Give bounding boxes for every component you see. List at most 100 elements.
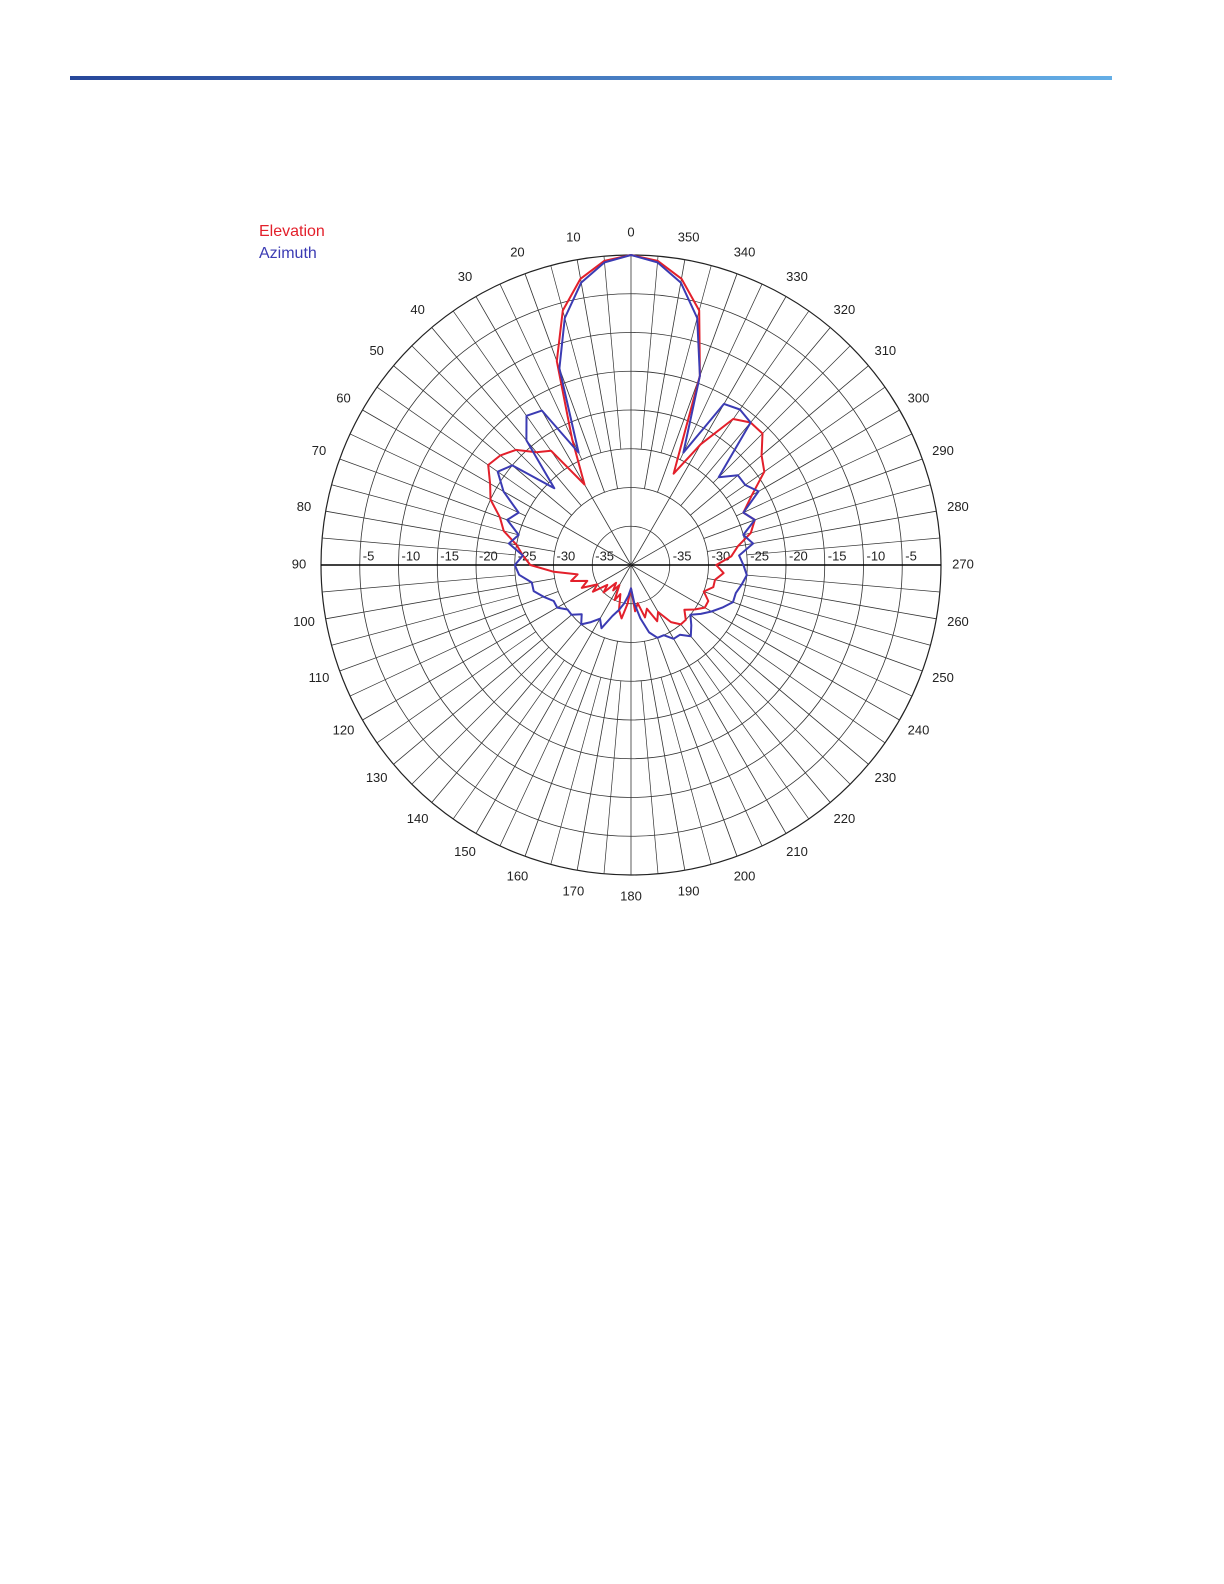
- grid-spoke-minor: [452, 310, 565, 470]
- angle-label: 340: [734, 244, 756, 259]
- legend-entry: Elevation: [259, 223, 325, 240]
- grid-spoke-minor: [603, 680, 622, 874]
- grid-spoke: [475, 296, 632, 566]
- grid-spoke-minor: [743, 594, 931, 646]
- grid-spoke-minor: [726, 631, 886, 744]
- radial-label: -15: [828, 548, 847, 563]
- grid-spoke: [325, 578, 555, 620]
- grid-spoke-minor: [679, 283, 763, 460]
- grid-spoke-minor: [712, 646, 851, 785]
- grid-spoke-minor: [743, 484, 931, 536]
- grid-spoke: [524, 273, 605, 493]
- grid-spoke: [703, 458, 923, 539]
- angle-label: 270: [952, 556, 974, 571]
- angle-label: 180: [620, 888, 642, 903]
- angle-label: 20: [510, 244, 524, 259]
- angle-label: 260: [947, 614, 969, 629]
- grid-spoke-minor: [376, 631, 536, 744]
- grid-spoke-minor: [603, 256, 622, 450]
- grid-spoke-minor: [697, 310, 810, 470]
- angle-label: 130: [366, 770, 388, 785]
- grid-spoke-minor: [697, 660, 810, 820]
- grid-spoke: [524, 637, 605, 857]
- angle-label: 290: [932, 443, 954, 458]
- angle-label: 100: [293, 614, 315, 629]
- grid-spoke-minor: [640, 256, 659, 450]
- grid-spoke: [657, 637, 738, 857]
- angle-label: 190: [678, 883, 700, 898]
- grid-spoke-minor: [550, 677, 602, 865]
- grid-spoke: [707, 578, 937, 620]
- radial-label: -5: [363, 548, 375, 563]
- grid-spoke: [339, 458, 559, 539]
- grid-spoke-minor: [322, 537, 516, 556]
- grid-spoke-minor: [349, 613, 526, 697]
- grid-spoke-minor: [679, 670, 763, 847]
- angle-label: 250: [932, 670, 954, 685]
- radial-label: -10: [402, 548, 421, 563]
- angle-label: 120: [333, 722, 355, 737]
- grid-spoke-minor: [746, 537, 940, 556]
- grid-spoke-minor: [550, 265, 602, 453]
- grid-spoke: [703, 591, 923, 672]
- grid-spoke-minor: [411, 345, 550, 484]
- radial-label: -25: [518, 548, 537, 563]
- grid-spoke: [630, 409, 900, 566]
- angle-label: 110: [309, 670, 330, 685]
- angle-label: 300: [908, 390, 930, 405]
- angle-label: 240: [908, 722, 930, 737]
- radial-label: -15: [440, 548, 459, 563]
- legend-entry: Azimuth: [259, 245, 317, 262]
- grid-spoke: [431, 327, 582, 506]
- grid-spoke: [576, 259, 618, 489]
- grid-spoke: [707, 510, 937, 552]
- angle-label: 210: [786, 844, 808, 859]
- angle-label: 310: [874, 343, 896, 358]
- header-rule: [70, 76, 1112, 80]
- grid-spoke-minor: [331, 594, 519, 646]
- grid-spoke-minor: [712, 345, 851, 484]
- grid-spoke: [680, 327, 831, 506]
- grid-spoke-minor: [746, 574, 940, 593]
- grid-spoke-minor: [322, 574, 516, 593]
- grid-spoke: [630, 564, 787, 834]
- grid-spoke: [362, 409, 632, 566]
- pattern-line: [496, 254, 760, 640]
- angle-label: 0: [627, 224, 634, 239]
- angle-label: 90: [292, 556, 306, 571]
- grid-spoke: [339, 591, 559, 672]
- grid-spoke-minor: [376, 386, 536, 499]
- radial-label: -30: [557, 548, 576, 563]
- grid-spoke-minor: [736, 613, 913, 697]
- grid-spoke-minor: [660, 265, 712, 453]
- radial-label: -35: [673, 548, 692, 563]
- radial-label: -5: [905, 548, 917, 563]
- grid-spoke-minor: [660, 677, 712, 865]
- grid-spoke: [644, 259, 686, 489]
- angle-label: 280: [947, 499, 969, 514]
- grid-spoke: [393, 365, 572, 516]
- radial-label: -20: [789, 548, 808, 563]
- angle-label: 320: [834, 302, 856, 317]
- angle-label: 50: [369, 343, 383, 358]
- grid-spoke-minor: [411, 646, 550, 785]
- angle-label: 230: [874, 770, 896, 785]
- radial-label: -25: [750, 548, 769, 563]
- angle-label: 70: [312, 443, 326, 458]
- angle-label: 150: [454, 844, 476, 859]
- angle-label: 330: [786, 269, 808, 284]
- grid-spoke: [576, 641, 618, 871]
- grid-spoke-minor: [640, 680, 659, 874]
- angle-label: 200: [734, 868, 756, 883]
- grid-spoke-minor: [736, 433, 913, 517]
- grid-spoke: [362, 564, 632, 721]
- grid-spoke-minor: [452, 660, 565, 820]
- angle-label: 80: [297, 499, 311, 514]
- grid-spoke: [630, 296, 787, 566]
- angle-label: 140: [407, 811, 429, 826]
- radial-label: -35: [595, 548, 614, 563]
- radial-label: -10: [867, 548, 886, 563]
- grid-spoke: [475, 564, 632, 834]
- grid-spoke-minor: [726, 386, 886, 499]
- grid-spoke: [630, 564, 900, 721]
